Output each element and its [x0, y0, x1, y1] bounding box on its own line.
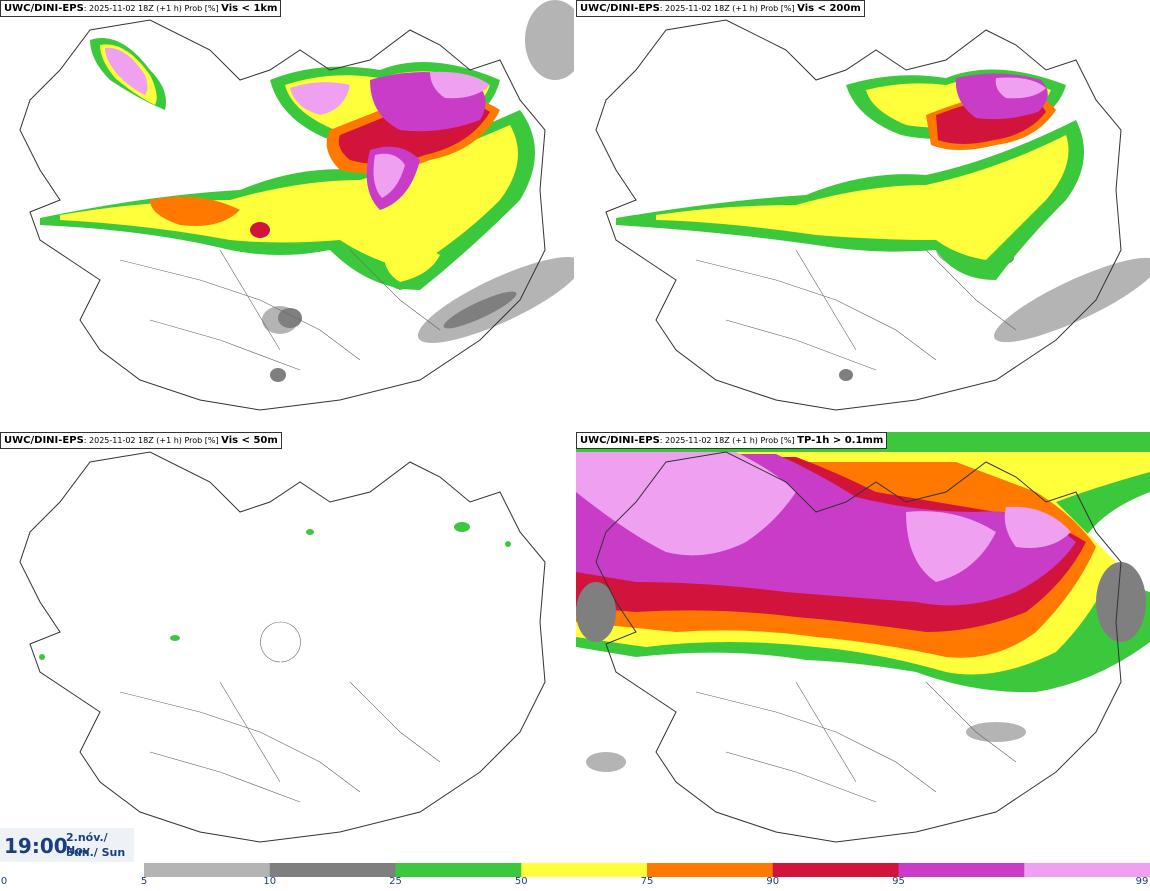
colorbar-tick-label: 90 [766, 876, 780, 887]
colorbar-tick-label: 5 [140, 876, 148, 887]
colorbar-tick-label: 0 [0, 876, 8, 887]
valid-time-box: 19:00 2.nóv./ Nov Sun./ Sun [0, 828, 134, 862]
region-boundaries [119, 621, 441, 803]
region-boundaries [119, 249, 441, 371]
colorbar-swatch [269, 863, 396, 877]
colorbar-tick-label: 75 [640, 876, 654, 887]
fill-layer-99 [105, 47, 490, 198]
map-panel-vis-1km: UWC/DINI-EPS: 2025-11-02 18Z (+1 h) Prob… [0, 0, 574, 428]
colorbar-tick-label: 95 [892, 876, 905, 887]
colorbar-tick-label: 99 [1135, 876, 1149, 887]
probability-map [19, 0, 574, 411]
fill-layer-99 [576, 452, 1071, 582]
colorbar-tick-label: 25 [389, 876, 402, 887]
valid-date-line1: 2.nóv./ Nov [66, 831, 108, 857]
colorbar-swatch [1024, 863, 1150, 877]
colorbar-swatches [144, 863, 1150, 877]
coastline [595, 451, 1122, 843]
colorbar-tick-label: 10 [263, 876, 277, 887]
valid-time: 19:00 [4, 834, 68, 858]
panel-title: UWC/DINI-EPS: 2025-11-02 18Z (+1 h) Prob… [576, 0, 865, 17]
colorbar-tick-label: 50 [514, 876, 528, 887]
coastline [19, 19, 546, 411]
coastline [595, 19, 1122, 411]
map-panel-vis-50m: UWC/DINI-EPS: 2025-11-02 18Z (+1 h) Prob… [0, 432, 574, 860]
panel-title: UWC/DINI-EPS: 2025-11-02 18Z (+1 h) Prob… [0, 432, 282, 449]
colorbar-swatch [647, 863, 774, 877]
map-panel-tp-1h: UWC/DINI-EPS: 2025-11-02 18Z (+1 h) Prob… [576, 432, 1150, 860]
colorbar [0, 862, 1150, 891]
region-boundaries [695, 249, 1017, 371]
probability-map [576, 432, 1150, 843]
map-panel-vis-200m: UWC/DINI-EPS: 2025-11-02 18Z (+1 h) Prob… [576, 0, 1150, 428]
probability-map [595, 19, 1150, 411]
coastline [19, 451, 546, 843]
panel-title: UWC/DINI-EPS: 2025-11-02 18Z (+1 h) Prob… [0, 0, 282, 17]
colorbar-swatch [521, 863, 648, 877]
fill-layer-99 [995, 77, 1046, 99]
fill-layer-10 [576, 562, 1146, 642]
fill-layer-25 [39, 522, 511, 660]
fill-layer-5 [586, 722, 1026, 772]
colorbar-swatch [395, 863, 522, 877]
region-boundaries [695, 681, 1017, 803]
valid-date-line2: Sun./ Sun [66, 846, 126, 859]
colorbar-swatch [898, 863, 1025, 877]
colorbar-swatch [772, 863, 899, 877]
panel-title: UWC/DINI-EPS: 2025-11-02 18Z (+1 h) Prob… [576, 432, 888, 449]
fill-layer-10 [270, 291, 517, 382]
colorbar-swatch [144, 863, 271, 877]
probability-map [19, 451, 546, 843]
